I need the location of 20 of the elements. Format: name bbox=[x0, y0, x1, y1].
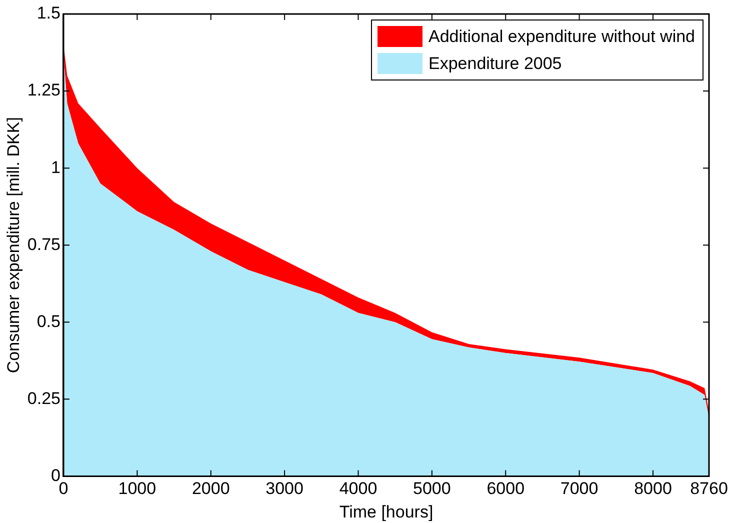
y-tick-label: 0.25 bbox=[27, 388, 60, 408]
x-tick-label: 3000 bbox=[266, 479, 304, 498]
x-tick-label: 8760 bbox=[690, 479, 728, 498]
x-tick-label: 7000 bbox=[560, 479, 598, 498]
legend-label: Expenditure 2005 bbox=[428, 54, 562, 74]
y-tick-label: 1.25 bbox=[27, 80, 60, 100]
y-tick-label: 0.75 bbox=[27, 234, 60, 254]
y-tick-label: 1.5 bbox=[36, 4, 60, 23]
legend-label: Additional expenditure without wind bbox=[428, 27, 696, 46]
y-axis-title: Consumer expenditure [mill. DKK] bbox=[4, 117, 23, 374]
y-tick-label: 1 bbox=[51, 158, 60, 177]
x-tick-label: 6000 bbox=[486, 479, 525, 498]
y-tick-label: 0.5 bbox=[36, 312, 60, 331]
x-tick-label: 5000 bbox=[413, 479, 451, 498]
x-tick-label: 8000 bbox=[634, 479, 672, 498]
x-axis-title: Time [hours] bbox=[339, 502, 434, 522]
x-tick-label: 1000 bbox=[118, 479, 156, 498]
x-tick-label: 4000 bbox=[339, 479, 378, 498]
y-tick-label: 0 bbox=[51, 466, 60, 485]
x-tick-label: 2000 bbox=[192, 479, 230, 498]
